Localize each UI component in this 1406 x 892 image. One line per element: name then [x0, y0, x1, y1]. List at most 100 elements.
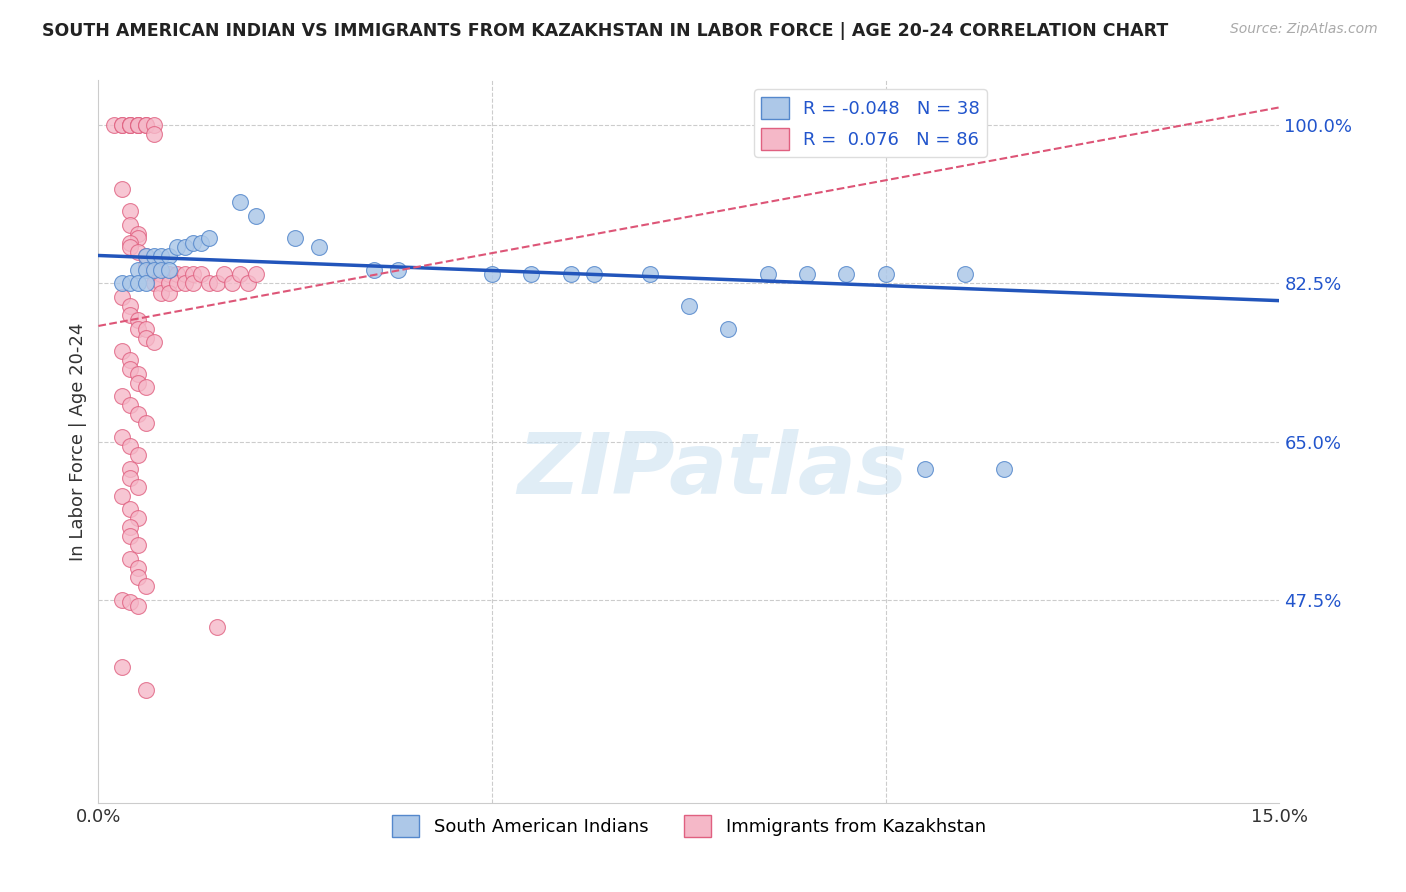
Point	[111, 489, 134, 503]
Point	[111, 119, 134, 133]
Point	[127, 227, 149, 241]
Point	[118, 204, 141, 219]
Point	[127, 570, 149, 584]
Point	[127, 480, 149, 494]
Point	[118, 439, 141, 453]
Point	[127, 599, 149, 613]
Point	[135, 331, 157, 345]
Point	[157, 268, 180, 282]
Point	[111, 592, 134, 607]
Point	[135, 277, 157, 291]
Point	[181, 268, 204, 282]
Point	[142, 128, 165, 142]
Point	[118, 119, 141, 133]
Point	[953, 268, 976, 282]
Point	[118, 502, 141, 516]
Point	[135, 119, 157, 133]
Point	[205, 277, 228, 291]
Point	[135, 321, 157, 335]
Point	[118, 529, 141, 543]
Point	[127, 277, 149, 291]
Point	[135, 249, 157, 263]
Point	[197, 277, 219, 291]
Point	[142, 259, 165, 273]
Point	[135, 380, 157, 394]
Point	[914, 461, 936, 475]
Point	[127, 244, 149, 259]
Point	[111, 119, 134, 133]
Point	[142, 277, 165, 291]
Point	[103, 119, 125, 133]
Point	[111, 290, 134, 304]
Point	[111, 181, 134, 195]
Point	[135, 579, 157, 593]
Point	[127, 231, 149, 245]
Point	[174, 240, 197, 254]
Point	[166, 277, 188, 291]
Point	[229, 268, 252, 282]
Point	[236, 277, 259, 291]
Point	[875, 268, 897, 282]
Point	[118, 398, 141, 412]
Point	[118, 552, 141, 566]
Point	[135, 119, 157, 133]
Point	[142, 335, 165, 350]
Point	[118, 299, 141, 313]
Point	[387, 263, 409, 277]
Point	[111, 277, 134, 291]
Point	[245, 268, 267, 282]
Point	[308, 240, 330, 254]
Point	[678, 299, 700, 313]
Point	[118, 461, 141, 475]
Point	[993, 461, 1015, 475]
Point	[174, 277, 197, 291]
Point	[245, 209, 267, 223]
Y-axis label: In Labor Force | Age 20-24: In Labor Force | Age 20-24	[69, 322, 87, 561]
Point	[127, 538, 149, 552]
Point	[197, 231, 219, 245]
Point	[717, 321, 740, 335]
Point	[284, 231, 307, 245]
Point	[150, 268, 173, 282]
Point	[363, 263, 385, 277]
Point	[166, 268, 188, 282]
Point	[221, 277, 243, 291]
Point	[127, 367, 149, 381]
Point	[520, 268, 543, 282]
Point	[157, 277, 180, 291]
Text: SOUTH AMERICAN INDIAN VS IMMIGRANTS FROM KAZAKHSTAN IN LABOR FORCE | AGE 20-24 C: SOUTH AMERICAN INDIAN VS IMMIGRANTS FROM…	[42, 22, 1168, 40]
Point	[835, 268, 858, 282]
Point	[796, 268, 818, 282]
Point	[190, 235, 212, 250]
Point	[166, 240, 188, 254]
Point	[135, 263, 157, 277]
Point	[118, 240, 141, 254]
Point	[127, 448, 149, 462]
Point	[135, 259, 157, 273]
Point	[481, 268, 503, 282]
Point	[181, 277, 204, 291]
Point	[127, 376, 149, 390]
Point	[135, 682, 157, 697]
Text: Source: ZipAtlas.com: Source: ZipAtlas.com	[1230, 22, 1378, 37]
Point	[118, 362, 141, 376]
Point	[127, 119, 149, 133]
Point	[127, 321, 149, 335]
Point	[118, 119, 141, 133]
Point	[560, 268, 582, 282]
Point	[127, 119, 149, 133]
Point	[135, 249, 157, 263]
Point	[205, 620, 228, 634]
Point	[142, 119, 165, 133]
Point	[157, 249, 180, 263]
Point	[583, 268, 606, 282]
Point	[127, 511, 149, 525]
Point	[127, 408, 149, 422]
Point	[111, 660, 134, 674]
Point	[111, 389, 134, 403]
Point	[118, 308, 141, 322]
Point	[127, 263, 149, 277]
Point	[142, 263, 165, 277]
Point	[142, 249, 165, 263]
Point	[150, 277, 173, 291]
